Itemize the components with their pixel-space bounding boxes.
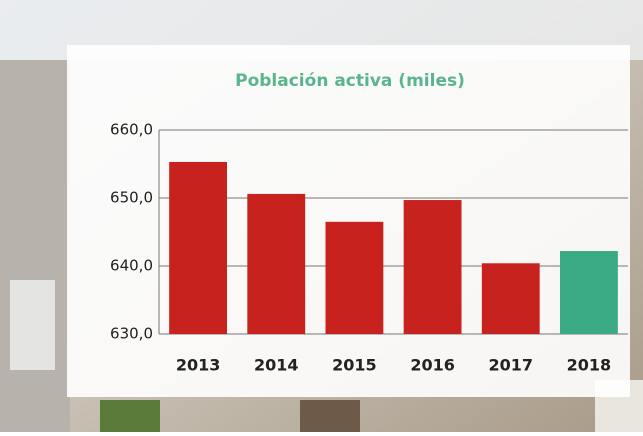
x-tick-label: 2016 — [410, 356, 455, 375]
chart-panel — [67, 45, 630, 397]
bar — [169, 162, 227, 334]
chart-title: Población activa (miles) — [235, 71, 465, 91]
page: Población activa (miles) 630,0 640,0 650,0… — [0, 0, 643, 432]
y-tick-label: 660,0 — [110, 121, 153, 139]
x-tick-label: 2015 — [332, 356, 377, 375]
x-tick-label: 2018 — [567, 356, 612, 375]
bar — [404, 200, 462, 334]
chart: Población activa (miles) 630,0 640,0 650,0… — [0, 0, 643, 432]
y-tick-label: 640,0 — [110, 257, 153, 275]
x-tick-label: 2014 — [254, 356, 299, 375]
bar — [560, 251, 618, 334]
bar — [325, 222, 383, 334]
y-tick-label: 650,0 — [110, 189, 153, 207]
y-tick-label: 630,0 — [110, 325, 153, 343]
x-tick-label: 2013 — [176, 356, 221, 375]
x-tick-label: 2017 — [488, 356, 533, 375]
bar — [482, 263, 540, 334]
bar — [247, 194, 305, 334]
